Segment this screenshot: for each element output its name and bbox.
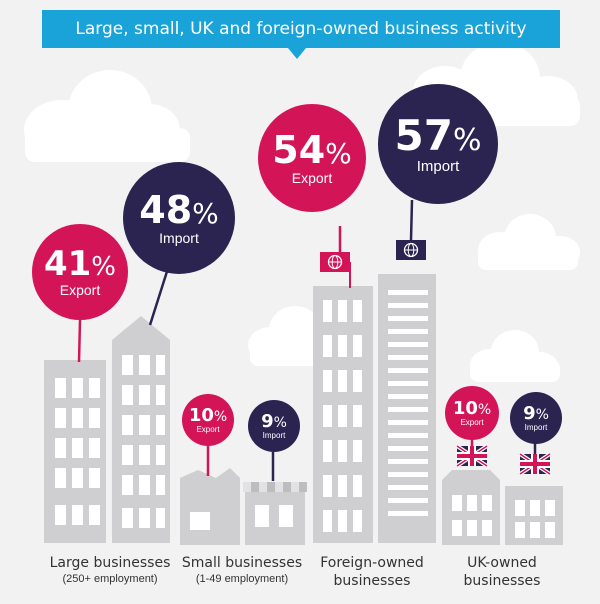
- small-import-bubble: 9% Import: [248, 400, 300, 452]
- uk-owned-title: UK-owned: [467, 555, 537, 571]
- globe-flag-icon: [396, 240, 426, 260]
- union-jack-icon: [455, 444, 489, 468]
- clouds: [24, 42, 580, 382]
- foreign-owned-title-line2: businesses: [333, 573, 411, 589]
- small-businesses-subtitle: (1-49 employment): [195, 573, 289, 585]
- foreign-export-value: 54: [272, 128, 326, 172]
- banner-pointer: [288, 48, 306, 59]
- uk-import-bubble: 9% Import: [510, 392, 562, 444]
- small-businesses-caption: Small businesses (1-49 employment): [172, 554, 312, 586]
- large-export-label: Export: [59, 282, 101, 298]
- building-large-2-roof: [112, 316, 170, 340]
- bubble-value: 48%: [139, 191, 219, 229]
- shop-awning: [243, 482, 307, 492]
- percent-sign: %: [325, 137, 352, 170]
- large-businesses-caption: Large businesses (250+ employment): [40, 554, 180, 586]
- bubble-value: 41%: [44, 247, 116, 281]
- percent-sign: %: [273, 414, 287, 431]
- foreign-export-bubble: 54% Export: [258, 104, 366, 212]
- building-windows: [55, 290, 555, 538]
- page-title: Large, small, UK and foreign-owned busin…: [75, 19, 527, 39]
- foreign-owned-caption: Foreign-owned businesses: [302, 554, 442, 590]
- foreign-import-bubble: 57% Import: [378, 84, 498, 204]
- bubble-value: 57%: [395, 114, 482, 158]
- large-import-label: Import: [159, 230, 199, 246]
- small-import-value: 9: [261, 410, 274, 432]
- foreign-owned-title: Foreign-owned: [320, 555, 424, 571]
- foreign-import-value: 57: [394, 110, 453, 160]
- cloud-bottom-right: [470, 330, 560, 382]
- uk-export-label: Export: [460, 417, 484, 427]
- small-export-label: Export: [196, 424, 220, 434]
- percent-sign: %: [452, 122, 482, 158]
- small-businesses-title: Small businesses: [181, 555, 303, 571]
- title-banner: Large, small, UK and foreign-owned busin…: [42, 10, 560, 48]
- uk-import-label: Import: [524, 422, 548, 432]
- large-import-value: 48: [139, 188, 193, 232]
- foreign-import-label: Import: [416, 157, 460, 175]
- percent-sign: %: [535, 406, 549, 423]
- cloud-right-mid: [478, 214, 580, 270]
- foreign-export-label: Export: [291, 170, 333, 186]
- small-export-bubble: 10% Export: [182, 394, 234, 446]
- union-jack-icon: [518, 452, 552, 476]
- small-export-value: 10: [188, 404, 214, 426]
- bubble-value: 9%: [261, 410, 287, 432]
- uk-import-value: 9: [523, 402, 536, 424]
- uk-export-bubble: 10% Export: [445, 386, 499, 440]
- small-import-label: Import: [262, 430, 286, 440]
- large-export-bubble: 41% Export: [32, 224, 128, 320]
- large-export-value: 41: [43, 244, 92, 284]
- large-businesses-subtitle: (250+ employment): [62, 573, 158, 585]
- bubble-value: 54%: [272, 131, 352, 169]
- uk-export-value: 10: [452, 397, 478, 419]
- uk-owned-title-line2: businesses: [463, 573, 541, 589]
- large-import-bubble: 48% Import: [123, 162, 235, 274]
- bubble-value: 9%: [523, 402, 549, 424]
- percent-sign: %: [192, 197, 219, 230]
- percent-sign: %: [477, 401, 492, 418]
- percent-sign: %: [213, 408, 228, 425]
- percent-sign: %: [91, 252, 117, 282]
- bubble-value: 10%: [188, 404, 228, 426]
- uk-owned-caption: UK-owned businesses: [432, 554, 572, 590]
- bubble-value: 10%: [452, 397, 492, 419]
- cloud-left: [24, 70, 190, 162]
- globe-flag-icon: [320, 252, 351, 288]
- large-businesses-title: Large businesses: [49, 555, 171, 571]
- building-small-1: [180, 478, 240, 545]
